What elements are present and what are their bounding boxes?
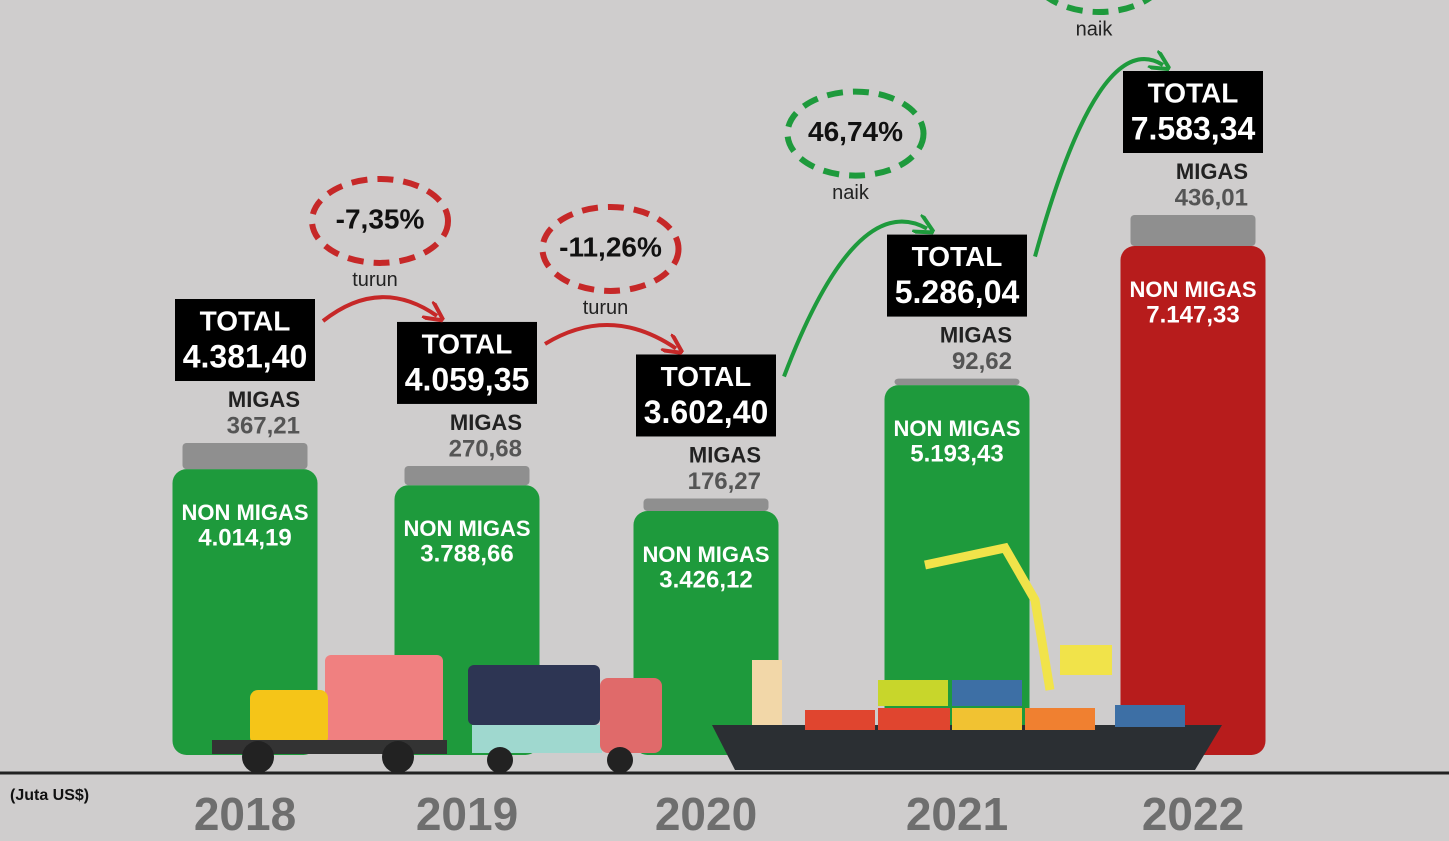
value-label: 436,01 (1175, 184, 1248, 211)
series-label: NON MIGAS (181, 500, 308, 525)
series-label: NON MIGAS (642, 542, 769, 567)
x-tick-label: 2018 (194, 788, 296, 840)
series-label: MIGAS (940, 322, 1012, 347)
value-label: 3.426,12 (659, 566, 752, 593)
ship-tower (752, 660, 782, 725)
value-label: 5.193,43 (910, 441, 1003, 468)
series-label: NON MIGAS (893, 416, 1020, 441)
change-label: -7,35% (336, 203, 425, 234)
value-label: 176,27 (688, 468, 761, 495)
total-label: TOTAL (200, 305, 291, 336)
total-value: 5.286,04 (895, 274, 1020, 310)
chart: (Juta US$) NON MIGAS4.014,19MIGAS367,21T… (0, 0, 1449, 841)
truck-body (472, 725, 602, 753)
bar-segment (1131, 215, 1256, 246)
truck-cab (600, 678, 662, 753)
series-label: MIGAS (450, 410, 522, 435)
container (878, 680, 948, 706)
truck-box (468, 665, 600, 725)
change-label: 46,74% (808, 116, 903, 147)
total-label: TOTAL (1148, 77, 1239, 108)
value-label: 7.147,33 (1146, 301, 1239, 328)
series-label: MIGAS (689, 442, 761, 467)
container (1115, 705, 1185, 727)
series-label: MIGAS (1176, 159, 1248, 184)
change-direction: naik (1076, 18, 1114, 40)
series-label: NON MIGAS (403, 516, 530, 541)
value-label: 270,68 (449, 435, 522, 462)
change-direction: naik (832, 182, 870, 204)
total-value: 4.059,35 (405, 361, 530, 397)
container (805, 710, 875, 730)
total-value: 3.602,40 (644, 394, 769, 430)
wheel (242, 741, 274, 773)
wheel (607, 747, 633, 773)
unit-label: (Juta US$) (10, 787, 89, 804)
wheel (382, 741, 414, 773)
total-label: TOTAL (422, 328, 513, 359)
total-value: 4.381,40 (183, 338, 308, 374)
change-label: -11,26% (559, 231, 662, 262)
value-label: 92,62 (952, 348, 1012, 375)
change-direction: turun (583, 297, 629, 319)
bar-segment (895, 379, 1020, 386)
crane-cab (1060, 645, 1112, 675)
truck-box (325, 655, 443, 745)
ship-hull (712, 725, 1222, 770)
x-tick-label: 2021 (906, 788, 1008, 840)
total-label: TOTAL (912, 241, 1003, 272)
bar-segment (405, 466, 530, 485)
series-label: NON MIGAS (1129, 277, 1256, 302)
bar-segment (644, 498, 769, 511)
series-label: MIGAS (228, 387, 300, 412)
container (952, 680, 1022, 706)
container (952, 708, 1022, 730)
x-tick-label: 2019 (416, 788, 518, 840)
container (878, 708, 950, 730)
total-label: TOTAL (661, 361, 752, 392)
bar-segment (183, 443, 308, 469)
page: {"chart_data": { "type": "bar", "stacked… (0, 0, 1449, 841)
value-label: 4.014,19 (198, 524, 291, 551)
x-tick-label: 2020 (655, 788, 757, 840)
container (1025, 708, 1095, 730)
total-value: 7.583,34 (1131, 110, 1256, 146)
truck-cab (250, 690, 328, 745)
change-direction: turun (352, 269, 398, 291)
wheel (487, 747, 513, 773)
x-tick-label: 2022 (1142, 788, 1244, 840)
value-label: 367,21 (227, 412, 300, 439)
value-label: 3.788,66 (420, 541, 513, 568)
